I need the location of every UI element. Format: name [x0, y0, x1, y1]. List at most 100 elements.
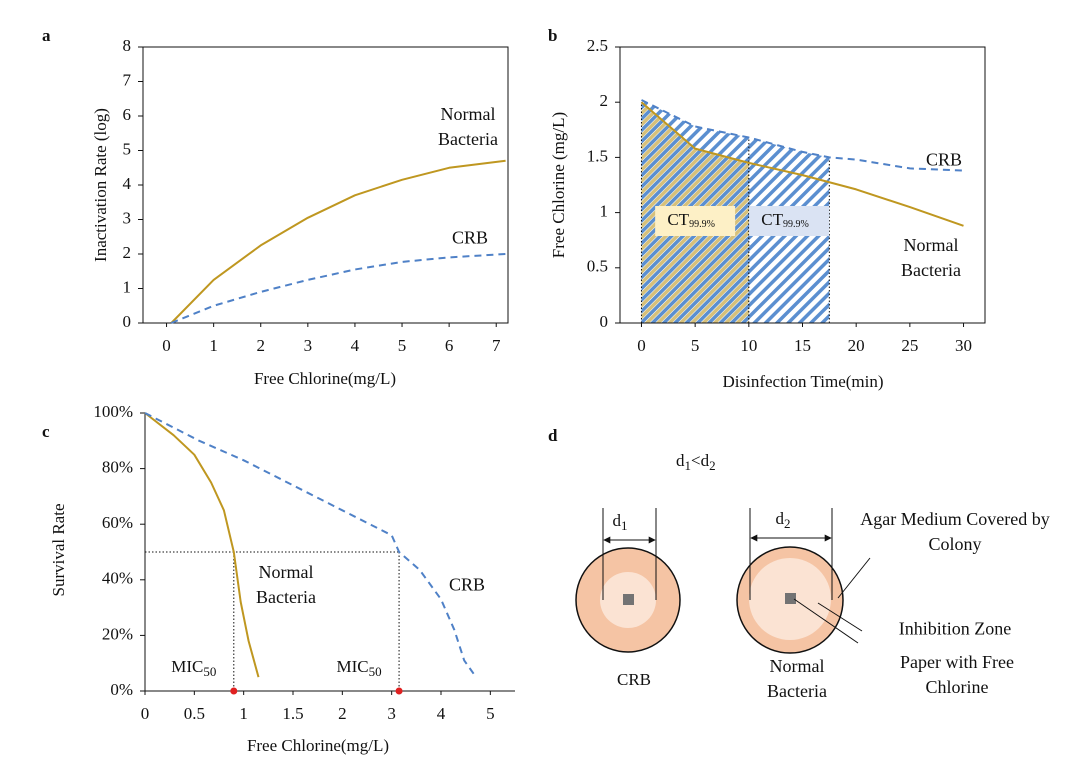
x-tick-label: 3	[304, 336, 313, 355]
ct-sub: 99.9%	[783, 219, 809, 230]
leader-line	[837, 557, 871, 599]
x-tick-label: 0	[637, 336, 646, 355]
series-label: Normal Bacteria	[901, 235, 961, 280]
x-tick-label: 0	[162, 336, 171, 355]
x-tick-label: 25	[901, 336, 918, 355]
y-tick-label: 100%	[93, 402, 133, 421]
x-tick-label: 1	[239, 704, 248, 723]
y-tick-label: 8	[123, 36, 132, 55]
panel-letter: b	[548, 26, 557, 45]
x-tick-label: 5	[691, 336, 700, 355]
x-tick-label: 20	[848, 336, 865, 355]
callout: Inhibition Zone	[898, 618, 1012, 639]
x-axis-label: Free Chlorine(mg/L)	[247, 736, 389, 755]
ct-box	[655, 206, 736, 236]
y-tick-label: 0.5	[587, 257, 608, 276]
diameter-sub: 2	[784, 516, 791, 531]
mic-label: MIC50	[337, 657, 382, 679]
y-tick-label: 1.5	[587, 146, 608, 165]
mic-text: MIC	[337, 657, 369, 676]
x-tick-label: 1	[209, 336, 218, 355]
x-tick-label: 4	[437, 704, 446, 723]
x-tick-label: 6	[445, 336, 454, 355]
x-tick-label: 2	[256, 336, 265, 355]
mic-sub: 50	[369, 664, 382, 679]
x-tick-label: 4	[351, 336, 360, 355]
y-tick-label: 5	[123, 139, 132, 158]
series-line	[170, 253, 506, 324]
y-tick-label: 2.5	[587, 36, 608, 55]
series-label: CRB	[448, 574, 486, 595]
title-part: d	[676, 451, 685, 470]
title-part: <d	[691, 451, 710, 470]
y-axis-label: Survival Rate	[49, 503, 68, 596]
diagram-title: d1<d2	[676, 451, 716, 473]
dish-label: CRB	[617, 670, 651, 689]
x-tick-label: 0.5	[184, 704, 205, 723]
leader-line	[793, 598, 859, 644]
diameter-sub: 1	[621, 518, 628, 533]
panel-letter: d	[548, 426, 558, 445]
x-tick-label: 3	[387, 704, 396, 723]
paper-disc	[623, 594, 634, 605]
series-line	[640, 101, 964, 227]
diameter-label: d1	[613, 511, 628, 533]
callout: Paper with Free Chlorine	[900, 652, 1014, 697]
x-axis-label: Free Chlorine(mg/L)	[254, 369, 396, 388]
series-line	[144, 412, 260, 678]
y-tick-label: 40%	[102, 569, 133, 588]
plot-frame	[142, 46, 509, 324]
x-tick-label: 7	[492, 336, 501, 355]
x-tick-label: 2	[338, 704, 347, 723]
y-tick-label: 0%	[110, 680, 133, 699]
diameter-label: d2	[776, 509, 791, 531]
x-axis-label: Disinfection Time(min)	[722, 372, 883, 391]
ct-sub: 99.9%	[689, 219, 715, 230]
callout: Agar Medium Covered by Colony	[860, 509, 1050, 554]
mic-label: MIC50	[171, 657, 216, 679]
series-label: CRB	[451, 227, 489, 248]
series-line	[641, 99, 964, 172]
x-tick-label: 1.5	[282, 704, 303, 723]
y-tick-label: 7	[123, 70, 132, 89]
y-tick-label: 60%	[102, 513, 133, 532]
ct-label: CT99.9%	[761, 210, 809, 230]
title-sub: 2	[709, 458, 716, 473]
x-tick-label: 0	[141, 704, 150, 723]
series-label: Normal Bacteria	[438, 104, 498, 149]
y-tick-label: 2	[600, 91, 609, 110]
series-line	[170, 159, 506, 324]
y-tick-label: 0	[123, 312, 132, 331]
title-sub: 1	[685, 458, 692, 473]
y-tick-label: 80%	[102, 458, 133, 477]
mic-sub: 50	[203, 664, 216, 679]
x-tick-label: 15	[794, 336, 811, 355]
y-tick-label: 2	[123, 243, 132, 262]
mic-point	[230, 687, 238, 695]
mic-text: MIC	[171, 657, 203, 676]
y-axis-label: Inactivation Rate (log)	[91, 108, 110, 262]
series-line	[144, 412, 477, 678]
x-tick-label: 5	[486, 704, 495, 723]
y-tick-label: 0	[600, 312, 609, 331]
panel-letter: c	[42, 422, 50, 441]
y-axis-label: Free Chlorine (mg/L)	[549, 112, 568, 258]
ct-text: CT	[761, 210, 783, 229]
y-tick-label: 1	[600, 202, 609, 221]
x-tick-label: 10	[740, 336, 757, 355]
y-tick-label: 20%	[102, 624, 133, 643]
diameter-text: d	[776, 509, 785, 528]
series-label: CRB	[925, 149, 963, 170]
paper-disc	[785, 593, 796, 604]
mic-point	[395, 687, 403, 695]
x-tick-label: 5	[398, 336, 407, 355]
x-tick-label: 30	[955, 336, 972, 355]
ct-text: CT	[667, 210, 689, 229]
y-tick-label: 1	[123, 277, 132, 296]
y-tick-label: 3	[123, 208, 132, 227]
dish-label: Normal Bacteria	[767, 656, 827, 701]
panel-letter: a	[42, 26, 51, 45]
y-tick-label: 4	[123, 174, 132, 193]
